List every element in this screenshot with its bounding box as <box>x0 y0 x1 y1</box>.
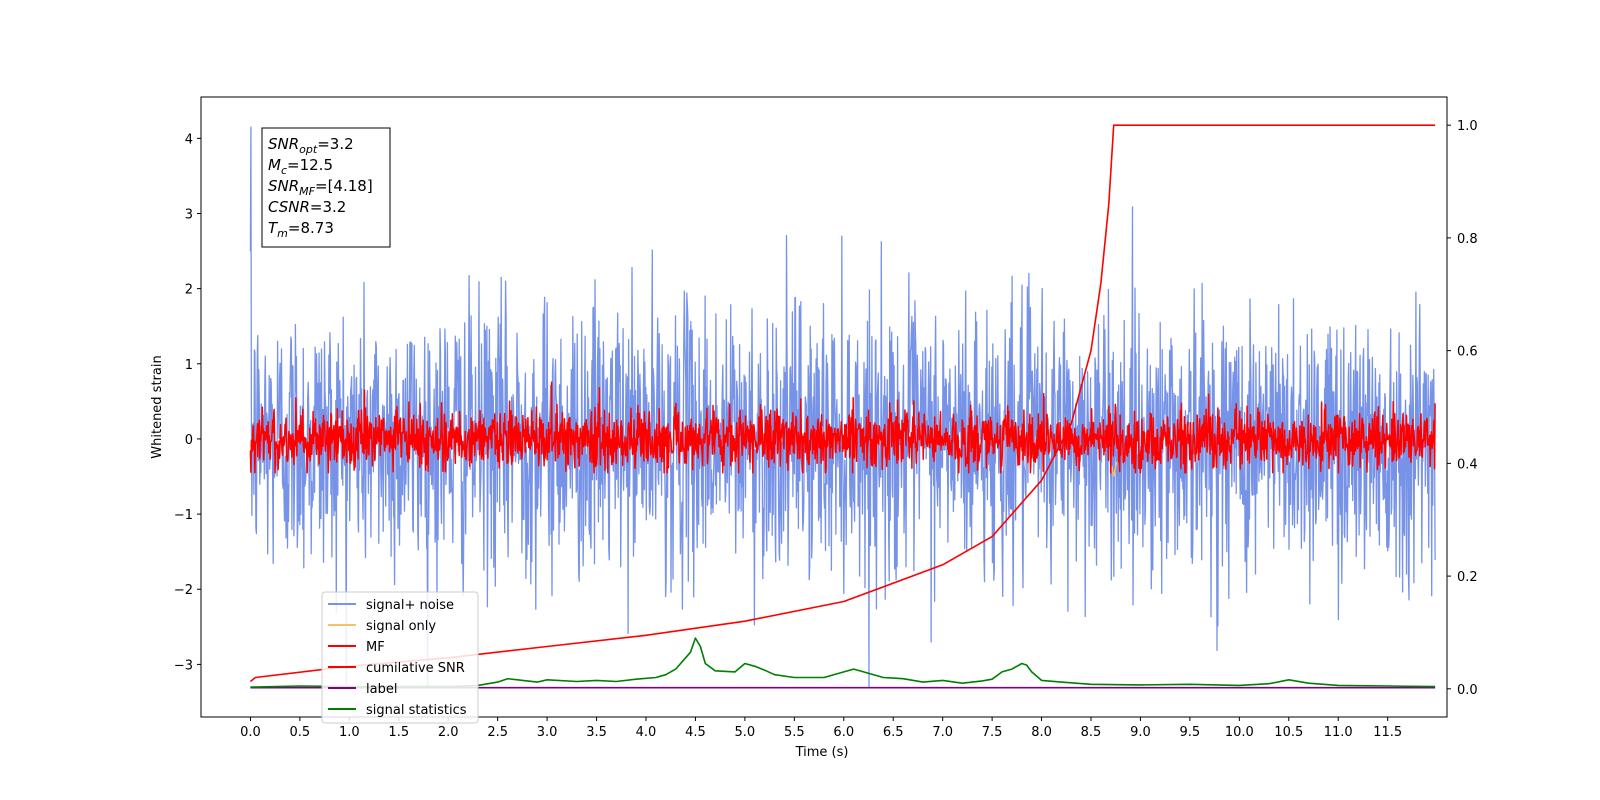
y2-tick-label: 0.2 <box>1457 570 1478 585</box>
y-axis-ticks: 4 3 2 1 0 −1 −2 −3 <box>174 132 201 673</box>
x-tick-label: 7.5 <box>982 725 1003 740</box>
annotation-symbol: T <box>268 219 279 237</box>
x-tick-label: 11.0 <box>1324 725 1353 740</box>
annotation-box <box>261 127 391 248</box>
annotation-subscript: MF <box>299 185 315 198</box>
y-tick-label: −1 <box>174 508 193 523</box>
series-line-mf <box>249 381 1436 474</box>
legend-box <box>321 591 479 724</box>
annotation-line: CSNR=3.2 <box>268 198 346 216</box>
x-tick-label: 3.5 <box>586 725 607 740</box>
legend-label: signal statistics <box>366 703 467 718</box>
axes-frame <box>200 96 1448 718</box>
annotation-subscript: c <box>281 164 287 177</box>
annotation-line: Mc=12.5 <box>268 156 333 177</box>
x-tick-label: 1.5 <box>388 725 409 740</box>
y-tick-label: 2 <box>185 283 193 298</box>
x-tick-label: 3.0 <box>537 725 558 740</box>
y2-tick-label: 0.8 <box>1457 232 1478 247</box>
x-axis-ticks: 0.0 0.5 1.0 1.5 2.0 2.5 3.0 3.5 4.0 4.5 5.0 5.5 6.0 6… <box>240 717 1402 740</box>
series-line-signal-statistics <box>250 637 1436 688</box>
x-tick-label: 0.5 <box>290 725 311 740</box>
y2-tick-label: 0.0 <box>1457 683 1478 698</box>
x-tick-label: 9.5 <box>1180 725 1201 740</box>
annotation-symbol: SNR <box>268 177 299 195</box>
x-tick-label: 7.0 <box>932 725 953 740</box>
annotation-line: SNRMF=[4.18] <box>268 177 373 198</box>
x-tick-label: 4.5 <box>685 725 706 740</box>
annotation-line: Tm=8.73 <box>268 219 334 240</box>
annotation-line: SNRopt=3.2 <box>268 135 354 156</box>
x-tick-label: 0.0 <box>240 725 261 740</box>
x-tick-label: 10.0 <box>1225 725 1254 740</box>
x-tick-label: 4.0 <box>636 725 657 740</box>
stats-annotation: SNRopt=3.2Mc=12.5SNRMF=[4.18]CSNR=3.2Tm=… <box>261 127 391 248</box>
x-tick-label: 9.0 <box>1130 725 1151 740</box>
annotation-symbol: CSNR <box>268 198 310 216</box>
legend-label: label <box>366 682 397 697</box>
y-tick-label: 0 <box>185 433 193 448</box>
x-axis-label: Time (s) <box>795 745 849 760</box>
annotation-value: =[4.18] <box>315 177 373 195</box>
y2-tick-label: 0.4 <box>1457 457 1478 472</box>
x-tick-label: 5.0 <box>735 725 756 740</box>
y2-axis-ticks: 1.0 0.8 0.6 0.4 0.2 0.0 <box>1447 119 1478 698</box>
annotation-value: =3.2 <box>317 135 353 153</box>
annotation-value: =8.73 <box>288 219 334 237</box>
y2-tick-label: 1.0 <box>1457 119 1478 134</box>
annotation-subscript: m <box>277 227 288 240</box>
x-tick-label: 8.0 <box>1031 725 1052 740</box>
x-tick-label: 6.0 <box>833 725 854 740</box>
y-tick-label: −3 <box>174 658 193 673</box>
x-tick-label: 6.5 <box>883 725 904 740</box>
y-tick-label: 4 <box>185 132 193 147</box>
x-tick-label: 8.5 <box>1081 725 1102 740</box>
y-tick-label: −2 <box>174 583 193 598</box>
legend: signal+ noise signal only MF cumilative SNR… <box>321 591 479 724</box>
x-tick-label: 5.5 <box>784 725 805 740</box>
y-tick-label: 3 <box>185 207 193 222</box>
annotation-symbol: SNR <box>268 135 299 153</box>
annotation-subscript: opt <box>299 143 318 156</box>
x-tick-label: 1.0 <box>339 725 360 740</box>
y2-tick-label: 0.6 <box>1457 345 1478 360</box>
legend-label: cumilative SNR <box>366 661 465 676</box>
annotation-value: =3.2 <box>310 198 346 216</box>
annotation-value: =12.5 <box>287 156 333 174</box>
x-tick-label: 2.0 <box>438 725 459 740</box>
legend-label: MF <box>366 640 385 655</box>
x-tick-label: 10.5 <box>1274 725 1303 740</box>
y-tick-label: 1 <box>185 358 193 373</box>
series-line-signal-only <box>1110 461 1118 477</box>
legend-label: signal only <box>366 619 436 634</box>
legend-label: signal+ noise <box>366 598 454 613</box>
series-line-signal-noise <box>249 126 1436 688</box>
annotation-symbol: M <box>268 156 281 174</box>
x-tick-label: 11.5 <box>1373 725 1402 740</box>
y-axis-label: Whitened strain <box>150 355 165 458</box>
x-tick-label: 2.5 <box>487 725 508 740</box>
